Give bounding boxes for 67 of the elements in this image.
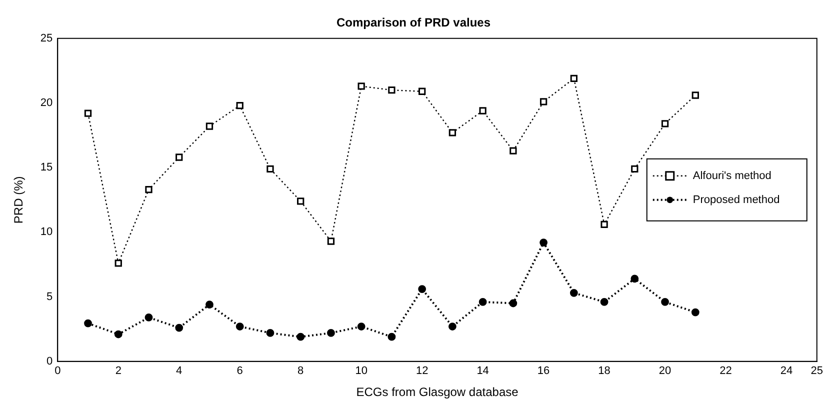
point	[661, 120, 669, 128]
point	[448, 322, 456, 330]
y-tick-label: 20	[40, 97, 53, 110]
y-tick-label: 5	[46, 290, 53, 303]
legend-label: Alfouri's method	[692, 170, 772, 182]
y-tick-label: 25	[40, 32, 53, 44]
y-tick-label: 0	[46, 355, 53, 368]
point	[236, 102, 244, 110]
point	[418, 88, 426, 95]
point	[540, 98, 548, 106]
x-tick-label: 12	[416, 365, 428, 378]
x-tick-label: 14	[476, 365, 489, 378]
x-tick-label: 18	[598, 365, 610, 378]
x-tick-label: 8	[298, 365, 304, 378]
point	[296, 332, 305, 341]
x-tick-label: 0	[54, 365, 61, 378]
point	[84, 319, 92, 328]
point	[600, 298, 608, 306]
point	[144, 314, 153, 322]
point	[236, 322, 244, 330]
y-tick-label: 10	[40, 226, 53, 238]
point	[478, 298, 487, 306]
point	[266, 165, 274, 172]
legend-label: Proposed method	[692, 194, 780, 206]
point	[570, 74, 578, 82]
x-tick-label: 10	[355, 365, 368, 378]
point	[510, 147, 517, 154]
point	[266, 329, 274, 337]
point	[388, 332, 396, 341]
x-tick-label: 4	[176, 365, 182, 378]
point	[540, 238, 548, 246]
point	[600, 220, 608, 228]
point	[327, 238, 335, 245]
point	[206, 122, 214, 130]
point	[631, 165, 638, 172]
x-tick-label: 22	[720, 365, 732, 378]
point	[388, 86, 396, 94]
y-tick-label: 15	[40, 162, 53, 174]
point	[114, 260, 122, 267]
point	[630, 274, 639, 283]
point	[297, 198, 304, 205]
point	[692, 92, 699, 99]
point	[145, 186, 152, 194]
point	[176, 154, 183, 161]
y-axis-title: PRD (%)	[12, 176, 26, 224]
x-tick-label: 25	[810, 365, 824, 378]
point	[114, 330, 122, 338]
point	[84, 110, 92, 117]
point	[357, 322, 366, 330]
point	[206, 300, 214, 308]
chart-title: Comparison of PRD values	[336, 16, 491, 30]
x-tick-label: 16	[537, 365, 550, 378]
point	[418, 285, 426, 293]
point	[175, 324, 184, 332]
point	[327, 329, 335, 337]
x-tick-label: 2	[115, 365, 122, 378]
x-tick-label: 20	[658, 365, 672, 378]
point	[479, 107, 486, 114]
x-tick-label: 24	[780, 365, 793, 378]
x-axis-title: ECGs from Glasgow database	[356, 385, 519, 400]
point	[570, 288, 578, 297]
point	[448, 129, 456, 136]
x-tick-label: 6	[236, 365, 243, 378]
point	[691, 308, 700, 316]
point	[358, 82, 365, 90]
point	[661, 298, 669, 306]
point	[509, 299, 518, 308]
